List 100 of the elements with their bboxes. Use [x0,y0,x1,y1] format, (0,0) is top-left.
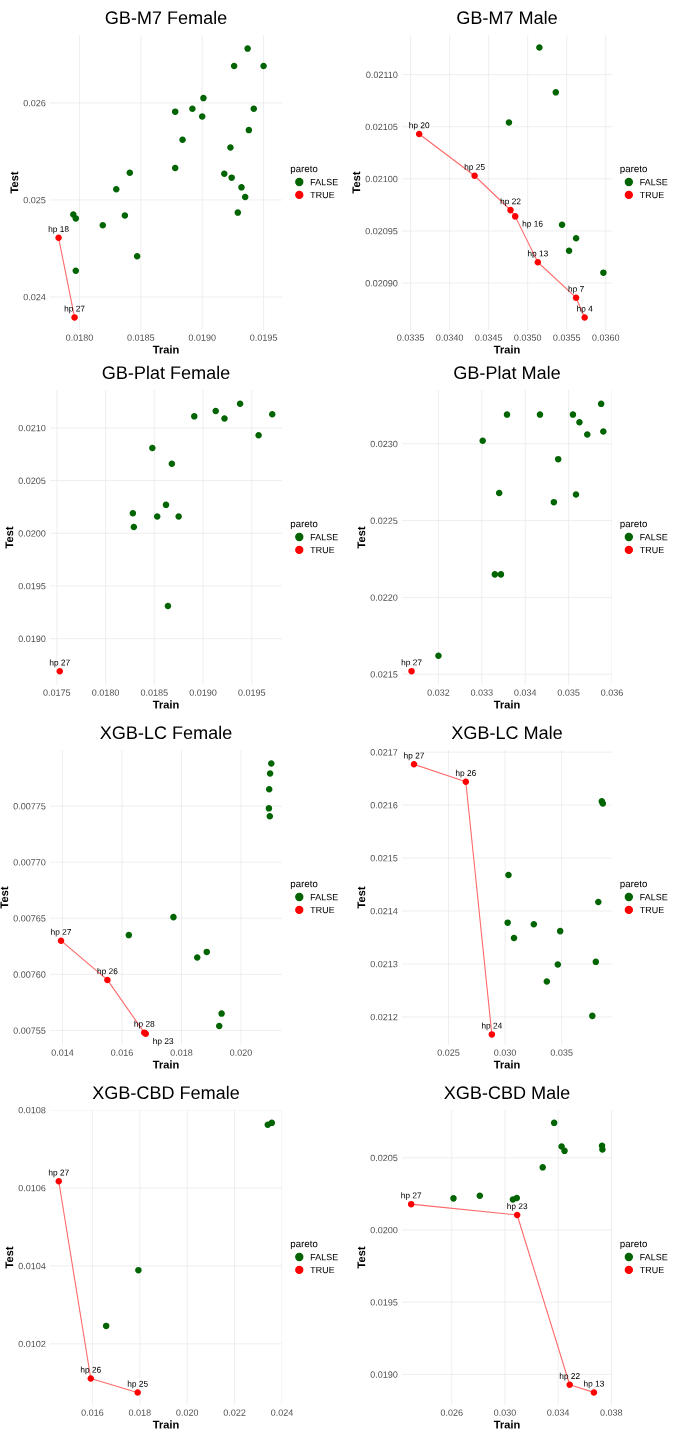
y-tick-label: 0.00765 [13,915,46,922]
x-tick-label: 0.020 [230,1049,252,1056]
point [415,130,423,138]
point [407,1200,415,1208]
point [175,513,182,520]
point [87,1375,95,1382]
legend-title: pareto [620,520,647,530]
data-label: hp 24 [481,1022,503,1031]
legend-title: pareto [290,520,318,530]
point [55,234,62,242]
legend-label: TRUE [639,191,664,199]
y-tick-label: 0.0205 [18,477,46,484]
x-tick-label: 0.018 [170,1049,193,1056]
y-tick-label: 0.0195 [370,1299,398,1306]
legend-label: TRUE [639,906,664,914]
y-axis-title: Test [352,171,361,194]
legend-label: FALSE [310,1253,338,1261]
legend-title: pareto [290,1240,318,1250]
x-axis-title: Train [152,1060,179,1069]
point [102,1322,110,1330]
y-tick-label: 0.0106 [18,1184,46,1192]
point [543,978,551,985]
point [244,45,251,52]
point [171,164,179,172]
data-label: hp 7 [568,285,584,294]
x-tick-label: 0.020 [176,1409,199,1416]
data-label: hp 25 [464,163,485,172]
point [236,400,244,407]
legend-label: TRUE [639,546,664,554]
y-tick-label: 0.0230 [370,440,398,448]
x-axis-title: Train [493,1060,520,1069]
point [550,1119,558,1127]
data-label: hp 4 [577,305,593,314]
point [513,1194,521,1202]
y-tick-label: 0.0104 [18,1262,46,1270]
x-tick-label: 0.034 [514,689,537,696]
point [513,1211,521,1219]
data-label: hp 27 [51,928,72,937]
point [121,212,129,219]
point [536,44,543,51]
y-tick-label: 0.0190 [370,1371,398,1378]
legend-label: FALSE [640,893,668,901]
data-label: hp 13 [584,1380,604,1389]
data-label: hp 27 [401,659,422,668]
point [198,113,206,120]
point [260,62,267,70]
point [565,247,573,255]
point [153,513,161,520]
legend-label: TRUE [310,906,335,914]
y-axis-title: Test [357,886,366,909]
point [265,786,273,793]
point [561,1147,568,1155]
legend-label: FALSE [640,178,668,186]
point [589,1012,596,1020]
x-tick-label: 0.0190 [189,689,217,696]
point [572,491,580,498]
legend-title: pareto [620,1240,647,1250]
y-tick-label: 0.02105 [365,123,398,131]
y-tick-label: 0.0225 [370,517,398,524]
point [269,410,276,418]
x-tick-label: 0.022 [223,1409,246,1416]
point [491,571,499,578]
chart-title: GB-Plat Male [454,365,560,380]
x-tick-label: 0.024 [271,1409,294,1416]
y-axis-title: Test [10,171,19,194]
x-tick-label: 0.030 [494,1049,517,1056]
y-tick-label: 0.0215 [370,671,398,678]
legend-label: FALSE [640,533,668,541]
point [266,770,274,777]
x-tick-label: 0.0185 [127,334,155,341]
y-tick-label: 0.00770 [13,859,46,866]
point [558,1143,565,1150]
point [550,498,558,506]
y-axis-title: Test [5,526,14,549]
point [576,419,583,426]
point [125,931,133,939]
x-tick-label: 0.035 [550,1049,573,1056]
point [566,1381,573,1389]
x-tick-label: 0.0195 [250,334,278,341]
y-axis-title: Test [0,886,9,909]
point [530,920,538,928]
legend-label: TRUE [310,191,335,199]
point [130,523,138,531]
point [56,668,64,675]
x-tick-label: 0.0355 [553,334,581,341]
point [221,415,228,422]
data-label: hp 28 [134,1020,155,1029]
x-axis-title: Train [152,700,179,709]
chart-title: XGB-CBD Male [444,1085,570,1100]
y-tick-label: 0.0216 [370,802,398,809]
point [215,1022,223,1030]
point [255,432,262,439]
y-tick-label: 0.00760 [13,971,46,978]
y-tick-label: 0.0210 [18,424,46,432]
y-axis-title: Test [357,526,366,549]
point [133,252,141,260]
x-tick-label: 0.026 [440,1409,463,1416]
data-label: hp 23 [507,1203,528,1211]
y-tick-label: 0.026 [23,99,46,107]
point [600,428,607,435]
